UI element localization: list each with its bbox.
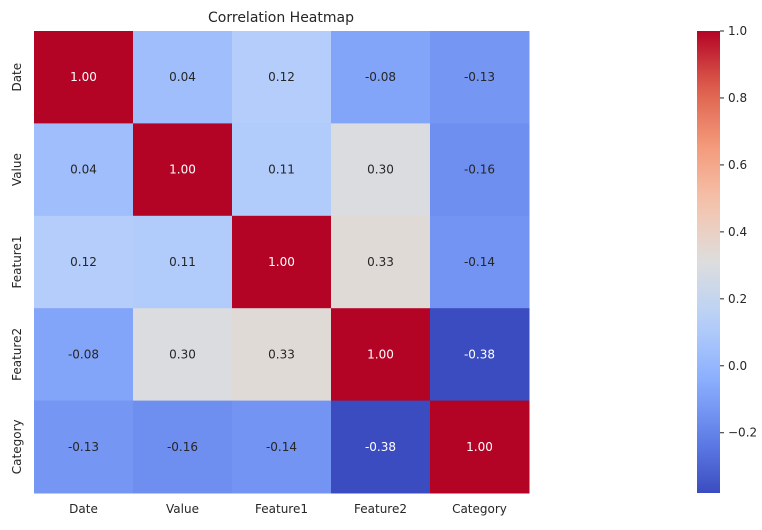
heatmap-cell-4-0 xyxy=(34,400,134,494)
cell-label-4-4: 1.00 xyxy=(466,440,493,454)
colorbar-tick-label-5: 0.8 xyxy=(728,91,747,105)
cell-label-1-0: 0.04 xyxy=(70,163,97,177)
heatmap-cell-2-4 xyxy=(430,215,530,309)
heatmap-cell-0-1 xyxy=(133,31,233,124)
x-tick-label-3: Feature2 xyxy=(354,502,407,516)
cell-label-0-1: 0.04 xyxy=(169,70,196,84)
x-tick-label-0: Date xyxy=(69,502,98,516)
heatmap-cell-0-3 xyxy=(331,31,431,124)
heatmap-cell-0-2 xyxy=(232,31,332,124)
cell-label-3-3: 1.00 xyxy=(367,347,394,361)
heatmap-cell-0-0 xyxy=(34,31,134,124)
colorbar-tick-label-1: 0.0 xyxy=(728,359,747,373)
colorbar-tick-label-0: −0.2 xyxy=(728,426,757,440)
heatmap-cell-2-1 xyxy=(133,215,233,309)
cell-label-2-4: -0.14 xyxy=(464,255,495,269)
cell-label-2-0: 0.12 xyxy=(70,255,97,269)
colorbar: −0.2 0.0 0.2 0.4 0.6 0.8 1.0 xyxy=(697,24,757,493)
cell-label-0-3: -0.08 xyxy=(365,70,396,84)
x-tick-label-1: Value xyxy=(166,502,199,516)
colorbar-tick-label-3: 0.4 xyxy=(728,225,747,239)
heatmap-cell-4-3 xyxy=(331,400,431,494)
cell-label-3-0: -0.08 xyxy=(68,347,99,361)
heatmap-cell-3-2 xyxy=(232,308,332,402)
colorbar-tick-label-6: 1.0 xyxy=(728,24,747,38)
cell-label-2-3: 0.33 xyxy=(367,255,394,269)
colorbar-tick-label-2: 0.2 xyxy=(728,292,747,306)
cell-label-3-4: -0.38 xyxy=(464,347,495,361)
cell-label-4-0: -0.13 xyxy=(68,440,99,454)
cell-label-3-1: 0.30 xyxy=(169,347,196,361)
heatmap-cell-3-3 xyxy=(331,308,431,402)
colorbar-gradient xyxy=(697,31,720,493)
cell-label-0-2: 0.12 xyxy=(268,70,295,84)
heatmap-cell-2-2 xyxy=(232,215,332,309)
heatmap-cell-4-2 xyxy=(232,400,332,494)
heatmap-cell-3-1 xyxy=(133,308,233,402)
cell-label-2-2: 1.00 xyxy=(268,255,295,269)
cell-label-1-4: -0.16 xyxy=(464,163,495,177)
heatmap-cell-3-0 xyxy=(34,308,134,402)
heatmap-cell-0-4 xyxy=(430,31,530,124)
heatmap-cell-1-4 xyxy=(430,123,530,217)
cell-label-1-2: 0.11 xyxy=(268,163,295,177)
cell-label-0-4: -0.13 xyxy=(464,70,495,84)
heatmap-cell-4-4 xyxy=(430,400,530,494)
cell-label-1-3: 0.30 xyxy=(367,163,394,177)
cell-label-3-2: 0.33 xyxy=(268,347,295,361)
y-tick-label-1: Value xyxy=(10,153,24,186)
chart-title: Correlation Heatmap xyxy=(208,10,354,26)
heatmap-cell-1-0 xyxy=(34,123,134,217)
x-tick-label-4: Category xyxy=(452,502,507,516)
cell-label-1-1: 1.00 xyxy=(169,163,196,177)
heatmap-cell-3-4 xyxy=(430,308,530,402)
y-tick-label-4: Category xyxy=(10,419,24,474)
cell-label-2-1: 0.11 xyxy=(169,255,196,269)
x-tick-label-2: Feature1 xyxy=(255,502,308,516)
cell-label-0-0: 1.00 xyxy=(70,70,97,84)
cell-label-4-2: -0.14 xyxy=(266,440,297,454)
y-tick-label-2: Feature1 xyxy=(10,236,24,289)
cell-label-4-3: -0.38 xyxy=(365,440,396,454)
y-tick-label-0: Date xyxy=(10,63,24,92)
heatmap-cell-1-1 xyxy=(133,123,233,217)
cell-label-4-1: -0.16 xyxy=(167,440,198,454)
heatmap-cell-1-2 xyxy=(232,123,332,217)
heatmap-cell-4-1 xyxy=(133,400,233,494)
heatmap-cell-2-3 xyxy=(331,215,431,309)
y-axis-ticks: Date Value Feature1 Feature2 Category xyxy=(10,63,24,474)
heatmap-cell-1-3 xyxy=(331,123,431,217)
heatmap-cells: 1.00 0.04 0.12 -0.08 -0.13 0.04 1.00 0.11 0.30 -0… xyxy=(34,31,530,494)
x-axis-ticks: Date Value Feature1 Feature2 Category xyxy=(69,502,507,516)
heatmap-cell-2-0 xyxy=(34,215,134,309)
colorbar-tick-label-4: 0.6 xyxy=(728,158,747,172)
y-tick-label-3: Feature2 xyxy=(10,328,24,381)
